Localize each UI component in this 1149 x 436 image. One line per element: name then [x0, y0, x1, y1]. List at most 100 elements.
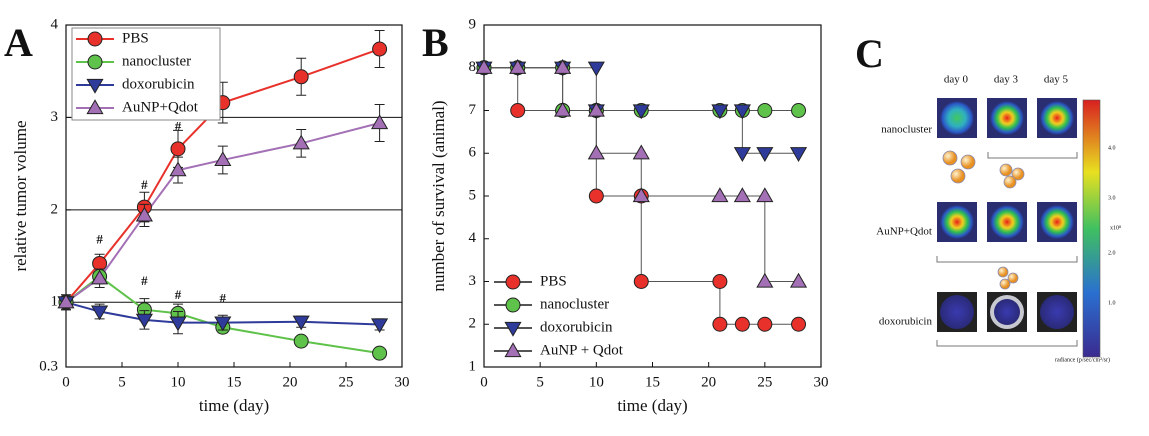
marker	[170, 141, 186, 157]
marker	[756, 147, 774, 162]
bracket	[936, 340, 1078, 347]
marker	[509, 59, 527, 74]
marker	[733, 187, 751, 203]
y-tick-label: 6	[469, 145, 477, 161]
marker	[791, 103, 807, 118]
y-tick-label: 0.3	[39, 358, 58, 374]
marker	[587, 61, 605, 77]
marker	[92, 255, 108, 271]
x-tick-label: 15	[645, 374, 660, 390]
marker	[293, 69, 309, 85]
colorbar-tick-label: 2.0	[1108, 250, 1116, 256]
marker	[372, 41, 388, 57]
x-tick-label: 0	[480, 374, 488, 390]
marker	[135, 313, 153, 329]
row-label: AuNP+Qdot	[876, 226, 932, 238]
legend-label: PBS	[122, 30, 149, 46]
legend-marker	[505, 297, 521, 313]
particle	[1007, 272, 1019, 284]
marker	[789, 272, 808, 288]
marker	[57, 293, 75, 309]
legend-label: doxorubicin	[540, 319, 613, 335]
marker	[475, 59, 493, 74]
imaging-grid	[937, 98, 1077, 332]
x-tick-label: 10	[171, 374, 186, 390]
annotation: #	[175, 119, 182, 134]
marker	[91, 269, 109, 285]
marker	[293, 333, 309, 349]
y-axis-label: number of survival (animal)	[429, 100, 448, 291]
marker	[214, 316, 232, 332]
annotation: #	[141, 177, 148, 192]
colorbar	[1082, 99, 1101, 358]
brackets	[936, 152, 1078, 347]
marker	[292, 315, 310, 331]
legend-marker	[505, 274, 521, 290]
particle	[950, 168, 966, 184]
marker	[733, 147, 751, 162]
legend-marker	[504, 342, 522, 358]
y-tick-label: 3	[51, 109, 59, 125]
x-tick-label: 30	[814, 374, 829, 390]
marker	[214, 151, 232, 167]
marker	[91, 305, 109, 321]
signal	[1040, 295, 1074, 329]
marker	[588, 188, 604, 204]
marker	[757, 103, 773, 118]
particle	[999, 163, 1013, 177]
particle	[1011, 167, 1025, 181]
annotation: #	[96, 231, 103, 246]
marker	[292, 134, 310, 150]
marker	[169, 161, 187, 177]
colorbar-tick-label: 1.0	[1108, 300, 1116, 306]
column-label: day 3	[994, 74, 1019, 86]
x-tick-label: 10	[589, 374, 604, 390]
legend-label: AuNP + Qdot	[540, 342, 624, 358]
particle	[997, 266, 1009, 278]
marker	[510, 103, 526, 118]
marker	[135, 206, 153, 222]
signal	[1040, 101, 1074, 135]
bracket	[987, 152, 1078, 159]
x-tick-label: 25	[339, 374, 354, 390]
marker	[372, 345, 388, 361]
marker	[712, 316, 728, 332]
panel-label: B	[422, 20, 449, 65]
marker	[554, 101, 572, 117]
marker	[371, 114, 389, 130]
marker	[632, 144, 650, 160]
y-tick-label: 4	[51, 16, 59, 32]
column-label: day 5	[1044, 74, 1069, 86]
signal	[1040, 205, 1074, 239]
y-tick-label: 2	[51, 201, 59, 217]
marker	[712, 274, 728, 289]
colorbar-tick-label: 4.0	[1108, 145, 1116, 151]
marker	[633, 274, 649, 289]
marker	[733, 104, 751, 120]
particle	[942, 150, 958, 166]
legend-label: doxorubicin	[122, 76, 195, 92]
x-axis-label: time (day)	[617, 396, 687, 415]
marker	[756, 187, 774, 203]
row-label: nanocluster	[881, 124, 932, 136]
panel-label: A	[4, 20, 33, 65]
colorbar-exponent: x10⁸	[1110, 225, 1121, 231]
x-tick-label: 20	[701, 374, 716, 390]
particle	[960, 154, 976, 170]
marker	[587, 144, 605, 160]
colorbar-label: radiance (p/sec/cm²/sr)	[1055, 356, 1110, 363]
marker	[632, 104, 650, 120]
y-tick-label: 3	[469, 273, 477, 289]
plot-frame	[65, 24, 403, 368]
marker	[791, 316, 807, 332]
y-tick-label: 4	[469, 230, 477, 246]
x-tick-label: 5	[118, 374, 126, 390]
signal	[990, 101, 1024, 135]
bracket	[936, 256, 1078, 263]
legend-label: PBS	[540, 273, 567, 289]
legend-marker	[87, 31, 103, 47]
colorbar-tick-label: 3.0	[1108, 195, 1116, 201]
signal	[940, 205, 974, 239]
x-axis-label: time (day)	[199, 396, 269, 415]
